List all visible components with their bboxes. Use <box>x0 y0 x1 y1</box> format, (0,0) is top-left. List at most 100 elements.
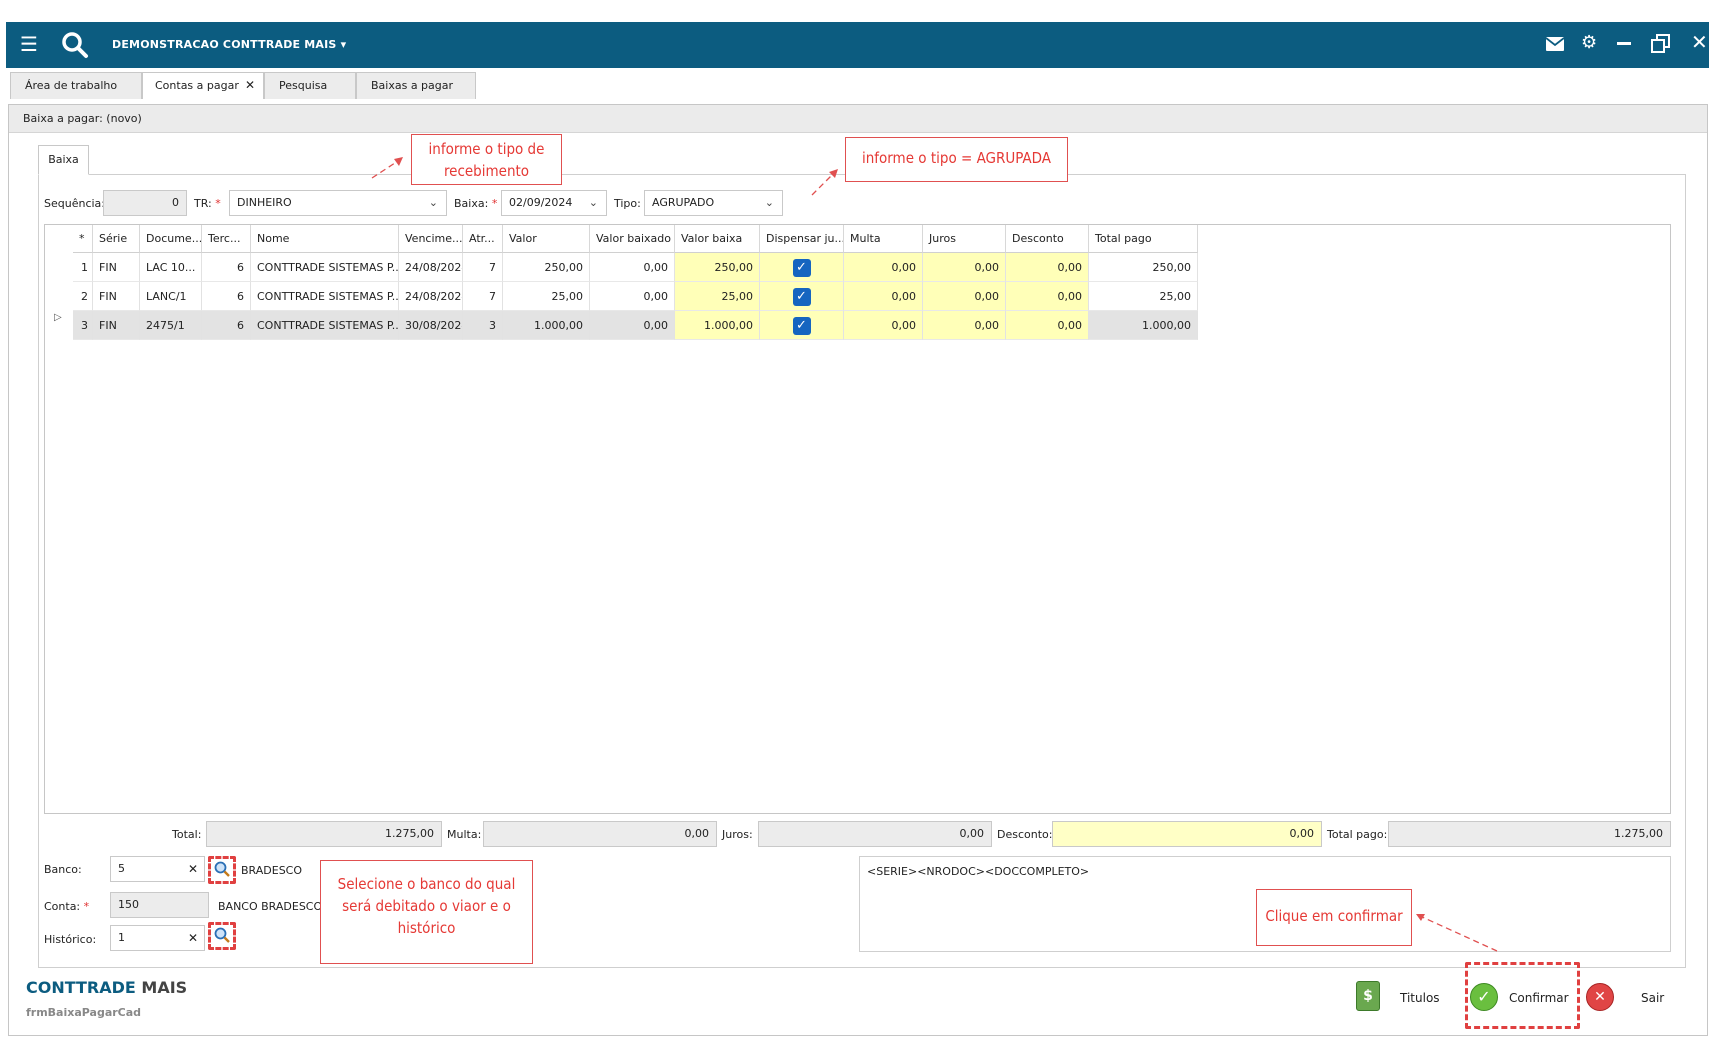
close-icon[interactable]: ✕ <box>1691 30 1708 54</box>
checkbox-checked-icon[interactable]: ✓ <box>792 317 811 335</box>
row-number: 2 <box>73 282 93 311</box>
gear-icon[interactable]: ⚙ <box>1581 32 1598 53</box>
banco-name: BRADESCO <box>241 864 303 877</box>
company-selector[interactable]: DEMONSTRACAO CONTTRADE MAIS ▾ <box>112 38 347 51</box>
cell-dispensar-juros[interactable]: ✓ <box>760 253 844 282</box>
cell-valor-baixado: 0,00 <box>590 282 675 311</box>
cell-valor-baixado: 0,00 <box>590 311 675 340</box>
row-number: 3 <box>73 311 93 340</box>
cell-juros[interactable]: 0,00 <box>923 311 1006 340</box>
col-header[interactable]: Multa <box>844 225 923 253</box>
tab-area-de-trabalho[interactable]: Área de trabalho <box>10 72 142 99</box>
cell-juros[interactable]: 0,00 <box>923 282 1006 311</box>
mail-icon[interactable] <box>1546 37 1564 51</box>
cell-valor-baixa[interactable]: 25,00 <box>675 282 760 311</box>
confirmar-button[interactable]: Confirmar <box>1509 991 1569 1005</box>
baixa-date-field[interactable]: 02/09/2024 ⌄ <box>501 190 607 216</box>
cell-documento: LAC 10... <box>140 253 202 282</box>
observacao-textarea[interactable]: <SERIE><NRODOC><DOCCOMPLETO> <box>859 856 1671 952</box>
minimize-icon[interactable] <box>1617 42 1631 45</box>
total-pago-label: Total pago: <box>1327 828 1388 841</box>
tab-contas-a-pagar[interactable]: Contas a pagar ✕ <box>142 72 264 99</box>
chevron-down-icon: ⌄ <box>764 196 774 209</box>
col-header[interactable]: Juros <box>923 225 1006 253</box>
banco-field[interactable]: 5 ✕ <box>110 856 205 882</box>
col-header[interactable]: Atr... <box>463 225 503 253</box>
cell-documento: 2475/1 <box>140 311 202 340</box>
tab-label: Área de trabalho <box>25 79 118 92</box>
cell-total-pago: 25,00 <box>1089 282 1198 311</box>
cell-dispensar-juros[interactable]: ✓ <box>760 282 844 311</box>
col-header[interactable]: Terc... <box>202 225 251 253</box>
cell-terceiro: 6 <box>202 253 251 282</box>
banco-label: Banco: <box>44 863 82 876</box>
tipo-label: Tipo: <box>614 197 641 210</box>
sair-button[interactable]: Sair <box>1641 991 1665 1005</box>
cell-multa[interactable]: 0,00 <box>844 253 923 282</box>
col-header[interactable]: Dispensar ju... <box>760 225 844 253</box>
historico-lookup-icon[interactable] <box>214 927 230 943</box>
restore-icon[interactable] <box>1651 34 1671 54</box>
cell-atraso: 7 <box>463 282 503 311</box>
form-name: frmBaixaPagarCad <box>26 1006 142 1019</box>
panel-title: Baixa a pagar: (novo) <box>9 105 1707 133</box>
tab-label: Contas a pagar <box>155 79 239 92</box>
cell-serie: FIN <box>93 311 140 340</box>
tab-baixas-a-pagar[interactable]: Baixas a pagar <box>356 72 476 99</box>
checkbox-checked-icon[interactable]: ✓ <box>792 259 811 277</box>
historico-lookup-highlight <box>208 922 236 950</box>
row-number: 1 <box>73 253 93 282</box>
callout-tipo-agrupada: informe o tipo = AGRUPADA <box>845 137 1068 182</box>
desconto-total-field[interactable]: 0,00 <box>1052 821 1322 847</box>
close-tab-icon[interactable]: ✕ <box>244 78 255 92</box>
cell-juros[interactable]: 0,00 <box>923 253 1006 282</box>
col-header[interactable]: Vencime... <box>399 225 463 253</box>
conta-field[interactable]: 150 <box>110 892 209 918</box>
sequencia-label: Sequência: <box>44 197 105 210</box>
checkbox-checked-icon[interactable]: ✓ <box>792 288 811 306</box>
col-header[interactable]: * <box>73 225 93 253</box>
cell-documento: LANC/1 <box>140 282 202 311</box>
confirm-check-icon[interactable]: ✓ <box>1470 983 1498 1011</box>
clear-icon[interactable]: ✕ <box>187 862 198 876</box>
callout-selecione-banco: Selecione o banco do qual será debitado … <box>320 860 533 964</box>
col-header[interactable]: Valor <box>503 225 590 253</box>
tab-pesquisa[interactable]: Pesquisa <box>264 72 356 99</box>
cell-dispensar-juros[interactable]: ✓ <box>760 311 844 340</box>
cell-serie: FIN <box>93 253 140 282</box>
col-header[interactable]: Total pago <box>1089 225 1198 253</box>
col-header[interactable]: Série <box>93 225 140 253</box>
col-header[interactable]: Docume... <box>140 225 202 253</box>
cell-valor-baixa[interactable]: 1.000,00 <box>675 311 760 340</box>
col-header[interactable]: Valor baixado <box>590 225 675 253</box>
cell-desconto[interactable]: 0,00 <box>1006 253 1089 282</box>
search-icon[interactable] <box>60 30 90 60</box>
tipo-select[interactable]: AGRUPADO ⌄ <box>644 190 783 216</box>
banco-lookup-highlight <box>208 856 236 884</box>
titulos-icon[interactable]: $ <box>1356 981 1380 1011</box>
menu-icon[interactable]: ☰ <box>20 32 38 56</box>
cell-desconto[interactable]: 0,00 <box>1006 311 1089 340</box>
cell-atraso: 7 <box>463 253 503 282</box>
cell-terceiro: 6 <box>202 282 251 311</box>
desconto-label: Desconto: <box>997 828 1053 841</box>
historico-field[interactable]: 1 ✕ <box>110 925 205 951</box>
cell-valor-baixa[interactable]: 250,00 <box>675 253 760 282</box>
juros-label: Juros: <box>722 828 753 841</box>
titulos-button[interactable]: Titulos <box>1400 991 1440 1005</box>
cell-valor-baixado: 0,00 <box>590 253 675 282</box>
sequencia-field[interactable]: 0 <box>103 190 187 216</box>
cell-multa[interactable]: 0,00 <box>844 311 923 340</box>
cell-desconto[interactable]: 0,00 <box>1006 282 1089 311</box>
cell-multa[interactable]: 0,00 <box>844 282 923 311</box>
col-header[interactable]: Valor baixa <box>675 225 760 253</box>
cell-valor: 25,00 <box>503 282 590 311</box>
subtab-baixa[interactable]: Baixa <box>38 145 89 175</box>
exit-x-icon[interactable]: ✕ <box>1586 983 1614 1011</box>
col-header[interactable]: Nome <box>251 225 399 253</box>
banco-lookup-icon[interactable] <box>214 861 230 877</box>
clear-icon[interactable]: ✕ <box>187 931 198 945</box>
col-header[interactable]: Desconto <box>1006 225 1089 253</box>
tr-select[interactable]: DINHEIRO ⌄ <box>229 190 447 216</box>
total-pago-field: 1.275,00 <box>1388 821 1671 847</box>
